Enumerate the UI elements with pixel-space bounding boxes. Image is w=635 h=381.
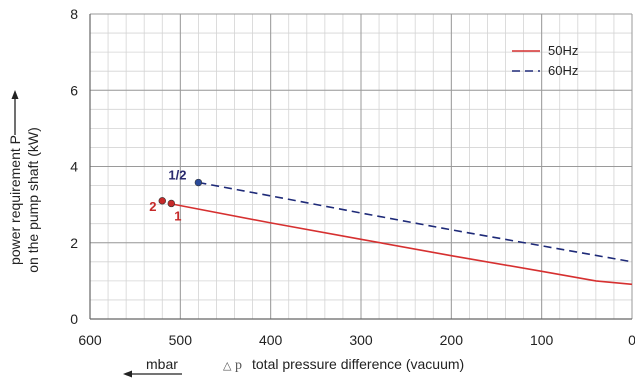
x-tick-labels: 600 500 400 300 200 100 0 [78, 332, 635, 348]
y-tick-label: 8 [70, 6, 78, 22]
x-tick-label: 400 [259, 332, 283, 348]
x-tick-label: 600 [78, 332, 102, 348]
y-axis-title: power requirement P on the pump shaft (k… [7, 90, 41, 273]
series-line-50hz [171, 203, 633, 286]
operating-point-label: 2 [149, 199, 156, 214]
up-arrow-icon [11, 90, 19, 135]
y-tick-labels: 0 2 4 6 8 [70, 6, 78, 327]
points-layer: 1 2 1/2 [149, 168, 203, 223]
series-line-60hz [198, 181, 633, 263]
series-layer [171, 181, 633, 286]
pressure-symbol: p [235, 358, 242, 373]
legend-label-60hz: 60Hz [548, 63, 578, 78]
legend: 50Hz 60Hz [512, 43, 578, 78]
operating-point [158, 197, 166, 205]
operating-point [194, 178, 203, 187]
y-tick-label: 0 [70, 311, 78, 327]
legend-label-50hz: 50Hz [548, 43, 578, 58]
y-tick-label: 4 [70, 159, 78, 175]
y-tick-label: 2 [70, 235, 78, 251]
x-axis-unit: mbar [146, 356, 178, 372]
y-axis-title-line2: on the pump shaft (kW) [25, 127, 41, 273]
x-tick-label: 0 [628, 332, 635, 348]
x-tick-label: 200 [440, 332, 464, 348]
y-axis-title-line1: power requirement P [7, 135, 23, 265]
x-axis-label: total pressure difference (vacuum) [252, 356, 464, 372]
x-tick-label: 100 [530, 332, 554, 348]
x-tick-label: 500 [169, 332, 193, 348]
y-tick-label: 6 [70, 82, 78, 98]
operating-point-label: 1/2 [168, 168, 186, 183]
left-arrow-icon [123, 370, 182, 378]
x-axis-title: mbar △ p total pressure difference (vacu… [123, 356, 464, 378]
major-grid [89, 13, 633, 320]
x-tick-label: 300 [349, 332, 373, 348]
operating-point-label: 1 [174, 208, 181, 223]
operating-point [167, 199, 176, 208]
delta-symbol: △ [223, 359, 232, 372]
